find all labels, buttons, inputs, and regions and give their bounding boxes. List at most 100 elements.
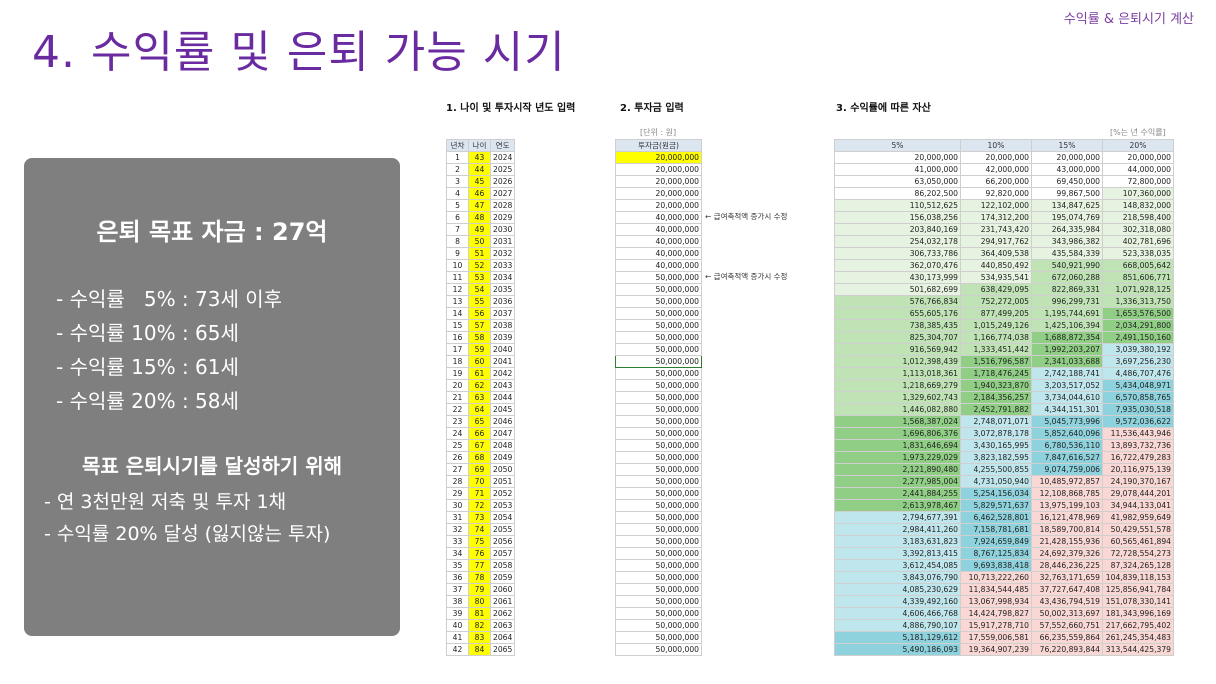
asset-cell: 501,682,699 [834,283,961,296]
table-row: 50,000,000 [615,595,702,608]
invest-cell: 40,000,000 [615,223,702,236]
asset-cell: 4,344,151,301 [1031,403,1103,416]
asset-cell: 3,183,631,823 [834,535,961,548]
section-1-title: 1. 나이 및 투자시작 년도 입력 [446,103,576,114]
year-count-cell: 27 [446,463,469,476]
age-cell: 44 [468,163,491,176]
asset-cell: 313,544,425,379 [1102,643,1174,656]
asset-cell: 4,255,500,855 [960,463,1032,476]
year-cell: 2029 [489,211,516,224]
year-cell: 2056 [489,535,516,548]
year-count-cell: 19 [446,367,469,380]
age-cell: 66 [468,427,491,440]
table-row: 110,512,625 122,102,000 134,847,625 148,832… [834,199,1174,212]
header-year-count: 년차 [446,139,469,152]
year-cell: 2062 [489,607,516,620]
age-cell: 78 [468,571,491,584]
year-cell: 2040 [489,343,516,356]
table-row: 30 72 2053 [446,499,516,512]
age-cell: 81 [468,607,491,620]
invest-cell: 50,000,000 [615,487,702,500]
asset-cell: 362,070,476 [834,259,961,272]
table-row: 6 48 2029 [446,211,516,224]
year-cell: 2043 [489,379,516,392]
table-row: 16 58 2039 [446,331,516,344]
asset-cell: 3,430,165,995 [960,439,1032,452]
table-row: 50,000,000 [615,523,702,536]
asset-cell: 2,121,890,480 [834,463,961,476]
year-cell: 2061 [489,595,516,608]
year-cell: 2026 [489,175,516,188]
table-row: 50,000,000 [615,631,702,644]
year-count-cell: 40 [446,619,469,632]
table-row: 29 71 2052 [446,487,516,500]
year-count-cell: 5 [446,199,469,212]
table-row: 1 43 2024 [446,151,516,164]
table-row: 50,000,000 [615,559,702,572]
table-row: 50,000,000 [615,319,702,332]
age-cell: 71 [468,487,491,500]
asset-cell: 1,113,018,361 [834,367,961,380]
table-row: 3,843,076,790 10,713,222,260 32,763,171,65… [834,571,1174,584]
year-cell: 2044 [489,391,516,404]
asset-cell: 107,360,000 [1102,187,1174,200]
rate-item: - 수익률 5% : 73세 이후 [56,287,283,311]
table-row: 3,392,813,415 8,767,125,834 24,692,379,326… [834,547,1174,560]
table-row: 20,000,000 [615,163,702,176]
age-cell: 75 [468,535,491,548]
asset-cell: 122,102,000 [960,199,1032,212]
asset-cell: 2,742,188,741 [1031,367,1103,380]
table-row: 501,682,699 638,429,095 822,869,331 1,071,9… [834,283,1174,296]
asset-cell: 435,584,339 [1031,247,1103,260]
table-row: 42 84 2065 [446,643,516,656]
asset-cell: 1,718,476,245 [960,367,1032,380]
year-count-cell: 12 [446,283,469,296]
invest-cell: 50,000,000 [615,499,702,512]
year-count-cell: 25 [446,439,469,452]
age-cell: 58 [468,331,491,344]
asset-cell: 4,339,492,160 [834,595,961,608]
table-row: 3,612,454,085 9,693,838,418 28,446,236,225… [834,559,1174,572]
age-cell: 56 [468,307,491,320]
table-row: 27 69 2050 [446,463,516,476]
age-cell: 63 [468,391,491,404]
asset-cell: 1,012,398,439 [834,355,961,368]
asset-cell: 151,078,330,141 [1102,595,1174,608]
year-count-cell: 37 [446,583,469,596]
year-cell: 2051 [489,475,516,488]
table-row: 4,606,466,768 14,424,798,827 50,002,313,69… [834,607,1174,620]
asset-cell: 104,839,118,153 [1102,571,1174,584]
asset-cell: 50,429,551,578 [1102,523,1174,536]
asset-cell: 16,121,478,969 [1031,511,1103,524]
year-count-cell: 39 [446,607,469,620]
asset-cell: 3,203,517,052 [1031,379,1103,392]
asset-cell: 3,697,256,230 [1102,355,1174,368]
asset-cell: 41,000,000 [834,163,961,176]
table-row: 28 70 2051 [446,475,516,488]
asset-cell: 916,569,942 [834,343,961,356]
year-count-cell: 33 [446,535,469,548]
table-row: 36 78 2059 [446,571,516,584]
year-count-cell: 10 [446,259,469,272]
asset-cell: 125,856,941,784 [1102,583,1174,596]
asset-cell: 20,000,000 [1102,151,1174,164]
year-count-cell: 11 [446,271,469,284]
asset-cell: 17,559,006,581 [960,631,1032,644]
table-row: 5,181,129,612 17,559,006,581 66,235,559,86… [834,631,1174,644]
year-count-cell: 13 [446,295,469,308]
asset-cell: 5,852,640,096 [1031,427,1103,440]
table-row: 50,000,000 [615,403,702,416]
invest-cell: 50,000,000 [615,463,702,476]
asset-cell: 217,662,795,402 [1102,619,1174,632]
asset-cell: 28,446,236,225 [1031,559,1103,572]
asset-cell: 1,333,451,442 [960,343,1032,356]
table-row: 15 57 2038 [446,319,516,332]
asset-cell: 851,606,771 [1102,271,1174,284]
invest-cell: 50,000,000 [615,271,702,284]
asset-cell: 15,917,278,710 [960,619,1032,632]
year-cell: 2055 [489,523,516,536]
asset-cell: 261,245,354,483 [1102,631,1174,644]
invest-cell: 40,000,000 [615,247,702,260]
header-invest: 투자금(원금) [615,139,702,152]
asset-cell: 638,429,095 [960,283,1032,296]
